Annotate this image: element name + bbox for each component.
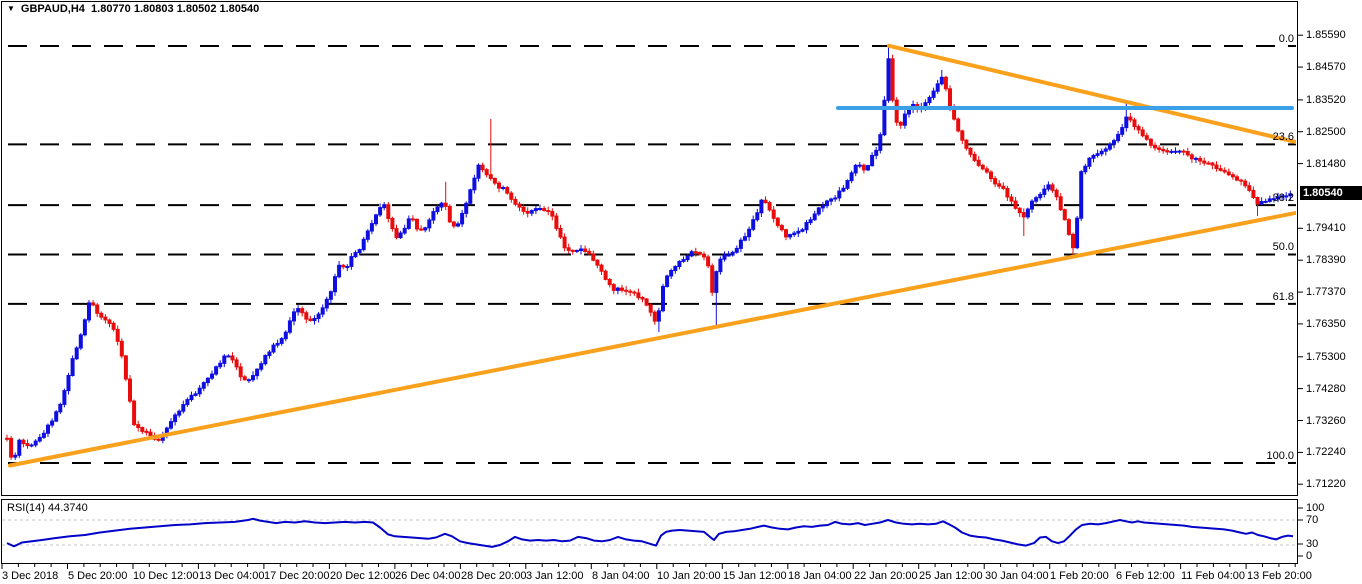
time-axis-label: 6 Feb 12:00 (1116, 570, 1175, 582)
ohlc-values: 1.80770 1.80803 1.80502 1.80540 (91, 3, 260, 15)
time-axis-label: 13 Dec 04:00 (199, 570, 265, 582)
time-axis-label: 22 Jan 20:00 (854, 570, 918, 582)
time-axis-label: 17 Dec 20:00 (264, 570, 330, 582)
time-axis-label: 5 Dec 20:00 (68, 570, 128, 582)
price-tick-label: 1.79410 (1306, 222, 1346, 234)
price-tick-label: 1.71220 (1306, 478, 1346, 490)
time-axis-label: 10 Jan 20:00 (657, 570, 721, 582)
time-axis-label: 15 Jan 12:00 (723, 570, 787, 582)
time-axis-label: 8 Jan 04:00 (592, 570, 650, 582)
fib-level-label: 38.2 (1272, 192, 1294, 204)
rsi-level-label: 70 (1306, 514, 1319, 526)
main-chart-pane[interactable] (1, 1, 1298, 496)
rsi-pane[interactable] (1, 499, 1298, 564)
time-axis-label: 3 Dec 2018 (2, 570, 59, 582)
time-axis-label: 1 Feb 20:00 (1050, 570, 1109, 582)
rsi-level-label: 30 (1306, 538, 1319, 550)
rsi-plot (2, 517, 1296, 548)
symbol-timeframe: GBPAUD,H4 (20, 3, 85, 15)
ascending-support-trendline (8, 210, 1296, 468)
time-axis-label: 3 Jan 12:00 (526, 570, 584, 582)
time-axis-label: 13 Feb 20:00 (1247, 570, 1312, 582)
time-axis-label: 28 Dec 20:00 (461, 570, 527, 582)
chevron-down-icon[interactable]: ▼ (7, 4, 15, 13)
price-tick-label: 1.76350 (1306, 318, 1346, 330)
time-axis-label: 20 Dec 12:00 (330, 570, 396, 582)
time-axis-label: 10 Dec 12:00 (133, 570, 199, 582)
time-axis-label: 30 Jan 04:00 (985, 570, 1049, 582)
price-tick-label: 1.75300 (1306, 351, 1346, 363)
price-tick-label: 1.84570 (1306, 61, 1346, 73)
price-tick-label: 1.85590 (1306, 29, 1346, 41)
time-axis-label: 25 Jan 12:00 (919, 570, 983, 582)
axis-ticks (1, 34, 1303, 569)
time-axis-label: 11 Feb 04:00 (1181, 570, 1246, 582)
rsi-level-label: 100 (1306, 502, 1325, 514)
fib-level-label: 100.0 (1266, 450, 1294, 462)
fib-level-label: 50.0 (1272, 241, 1294, 253)
fib-level-label: 61.8 (1272, 291, 1294, 303)
rsi-label: RSI(14) 44.3740 (7, 502, 88, 514)
price-tick-label: 1.77370 (1306, 286, 1346, 298)
rsi-line (6, 517, 1294, 548)
drawn-objects (8, 43, 1296, 468)
chart-title: ▼ GBPAUD,H4 1.80770 1.80803 1.80502 1.805… (7, 3, 259, 15)
price-tick-label: 1.72240 (1306, 446, 1346, 458)
price-tick-label: 1.83520 (1306, 94, 1346, 106)
price-tick-label: 1.78390 (1306, 254, 1346, 266)
price-tick-label: 1.82500 (1306, 126, 1346, 138)
fib-level-label: 23.6 (1272, 131, 1294, 143)
price-tick-label: 1.74280 (1306, 383, 1346, 395)
time-axis-label: 18 Jan 04:00 (788, 570, 852, 582)
time-axis-label: 26 Dec 04:00 (395, 570, 461, 582)
fib-level-label: 0.0 (1278, 33, 1294, 45)
candlesticks (5, 45, 1293, 460)
current-price-badge: 1.80540 (1300, 186, 1362, 200)
price-tick-label: 1.81480 (1306, 158, 1346, 170)
descending-resistance-trendline (887, 43, 1296, 145)
price-tick-label: 1.73260 (1306, 415, 1346, 427)
rsi-level-label: 0 (1306, 550, 1313, 562)
